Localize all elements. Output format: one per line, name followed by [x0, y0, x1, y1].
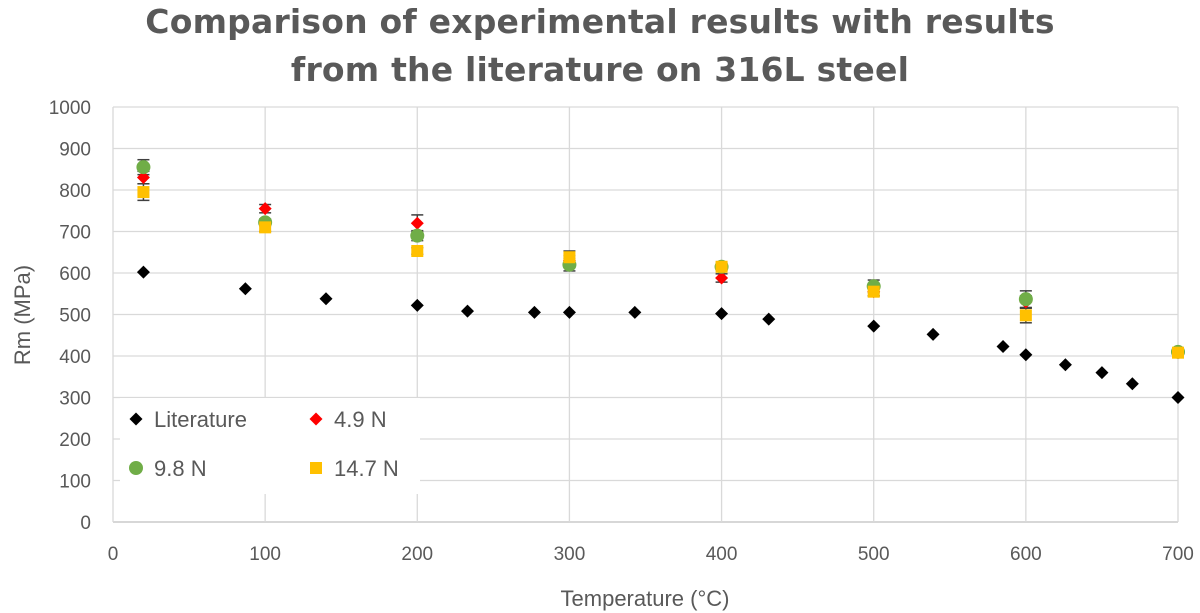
- y-tick-label: 700: [59, 223, 91, 244]
- y-tick-label: 900: [59, 140, 91, 161]
- x-tick-label: 300: [554, 544, 586, 565]
- legend-background: [120, 398, 420, 494]
- chart-title-line-1: Comparison of experimental results with …: [145, 2, 1055, 41]
- y-tick-label: 300: [59, 389, 91, 410]
- point-4-9-n: [136, 171, 150, 185]
- legend-marker-4-9-n: [309, 412, 323, 426]
- point-literature: [238, 282, 252, 296]
- point-literature: [715, 307, 729, 321]
- legend: Literature 4.9 N 9.8 N 14.7 N: [120, 398, 420, 494]
- point-9-8-n: [136, 160, 151, 175]
- y-tick-label: 500: [59, 306, 91, 327]
- point-literature: [926, 327, 940, 341]
- point-14-7-n: [867, 285, 880, 298]
- point-literature: [527, 305, 541, 319]
- point-14-7-n: [1172, 346, 1184, 359]
- y-tick-label: 200: [59, 430, 91, 451]
- y-tick-label: 1000: [49, 98, 91, 119]
- point-14-7-n: [563, 251, 576, 264]
- legend-label-14-7-n: 14.7 N: [334, 456, 399, 481]
- point-literature: [319, 292, 333, 306]
- point-literature: [410, 298, 424, 312]
- point-14-7-n: [715, 260, 728, 273]
- x-tick-label: 100: [249, 544, 281, 565]
- point-9-8-n: [410, 228, 425, 243]
- point-literature: [1019, 348, 1033, 362]
- point-literature: [136, 265, 150, 279]
- point-14-7-n: [1019, 309, 1032, 322]
- data-points: [136, 160, 1185, 404]
- y-axis-title: Rm (MPa): [10, 265, 35, 365]
- x-tick-label: 700: [1162, 544, 1194, 565]
- legend-label-9-8-n: 9.8 N: [154, 456, 207, 481]
- x-tick-label: 600: [1010, 544, 1042, 565]
- x-tick-label: 500: [858, 544, 890, 565]
- y-tick-label: 600: [59, 264, 91, 285]
- point-4-9-n: [715, 271, 729, 285]
- chart-title-line-2: from the literature on 316L steel: [290, 50, 910, 89]
- point-14-7-n: [411, 245, 424, 258]
- y-tick-label: 0: [80, 513, 91, 534]
- legend-marker-literature: [129, 412, 143, 426]
- point-14-7-n: [137, 186, 150, 199]
- legend-marker-14-7-n: [310, 462, 322, 474]
- x-tick-label: 0: [108, 544, 119, 565]
- y-tick-label: 400: [59, 347, 91, 368]
- point-literature: [628, 305, 642, 319]
- legend-marker-9-8-n: [129, 461, 143, 475]
- point-literature: [867, 319, 881, 333]
- legend-label-4-9-n: 4.9 N: [334, 407, 387, 432]
- y-tick-label: 100: [59, 472, 91, 493]
- point-9-8-n: [1018, 292, 1033, 307]
- point-4-9-n: [410, 216, 424, 230]
- point-literature: [1171, 391, 1185, 404]
- x-axis-title: Temperature (°C): [561, 586, 730, 611]
- point-literature: [762, 312, 776, 326]
- y-tick-label: 800: [59, 181, 91, 202]
- y-axis-ticks: 0 100 200 300 400 500 600 700 800 900 1000: [49, 98, 91, 534]
- error-bars: [137, 158, 1184, 356]
- point-literature: [1095, 366, 1109, 380]
- point-4-9-n: [258, 202, 272, 216]
- point-14-7-n: [259, 221, 272, 234]
- gridlines: [112, 106, 1179, 523]
- point-literature: [996, 339, 1010, 353]
- point-literature: [1058, 358, 1072, 372]
- legend-label-literature: Literature: [154, 407, 247, 432]
- point-literature: [562, 305, 576, 319]
- x-tick-label: 200: [401, 544, 433, 565]
- x-axis-ticks: 0 100 200 300 400 500 600 700: [108, 544, 1194, 565]
- point-literature: [1125, 377, 1139, 391]
- x-tick-label: 400: [706, 544, 738, 565]
- point-literature: [460, 304, 474, 318]
